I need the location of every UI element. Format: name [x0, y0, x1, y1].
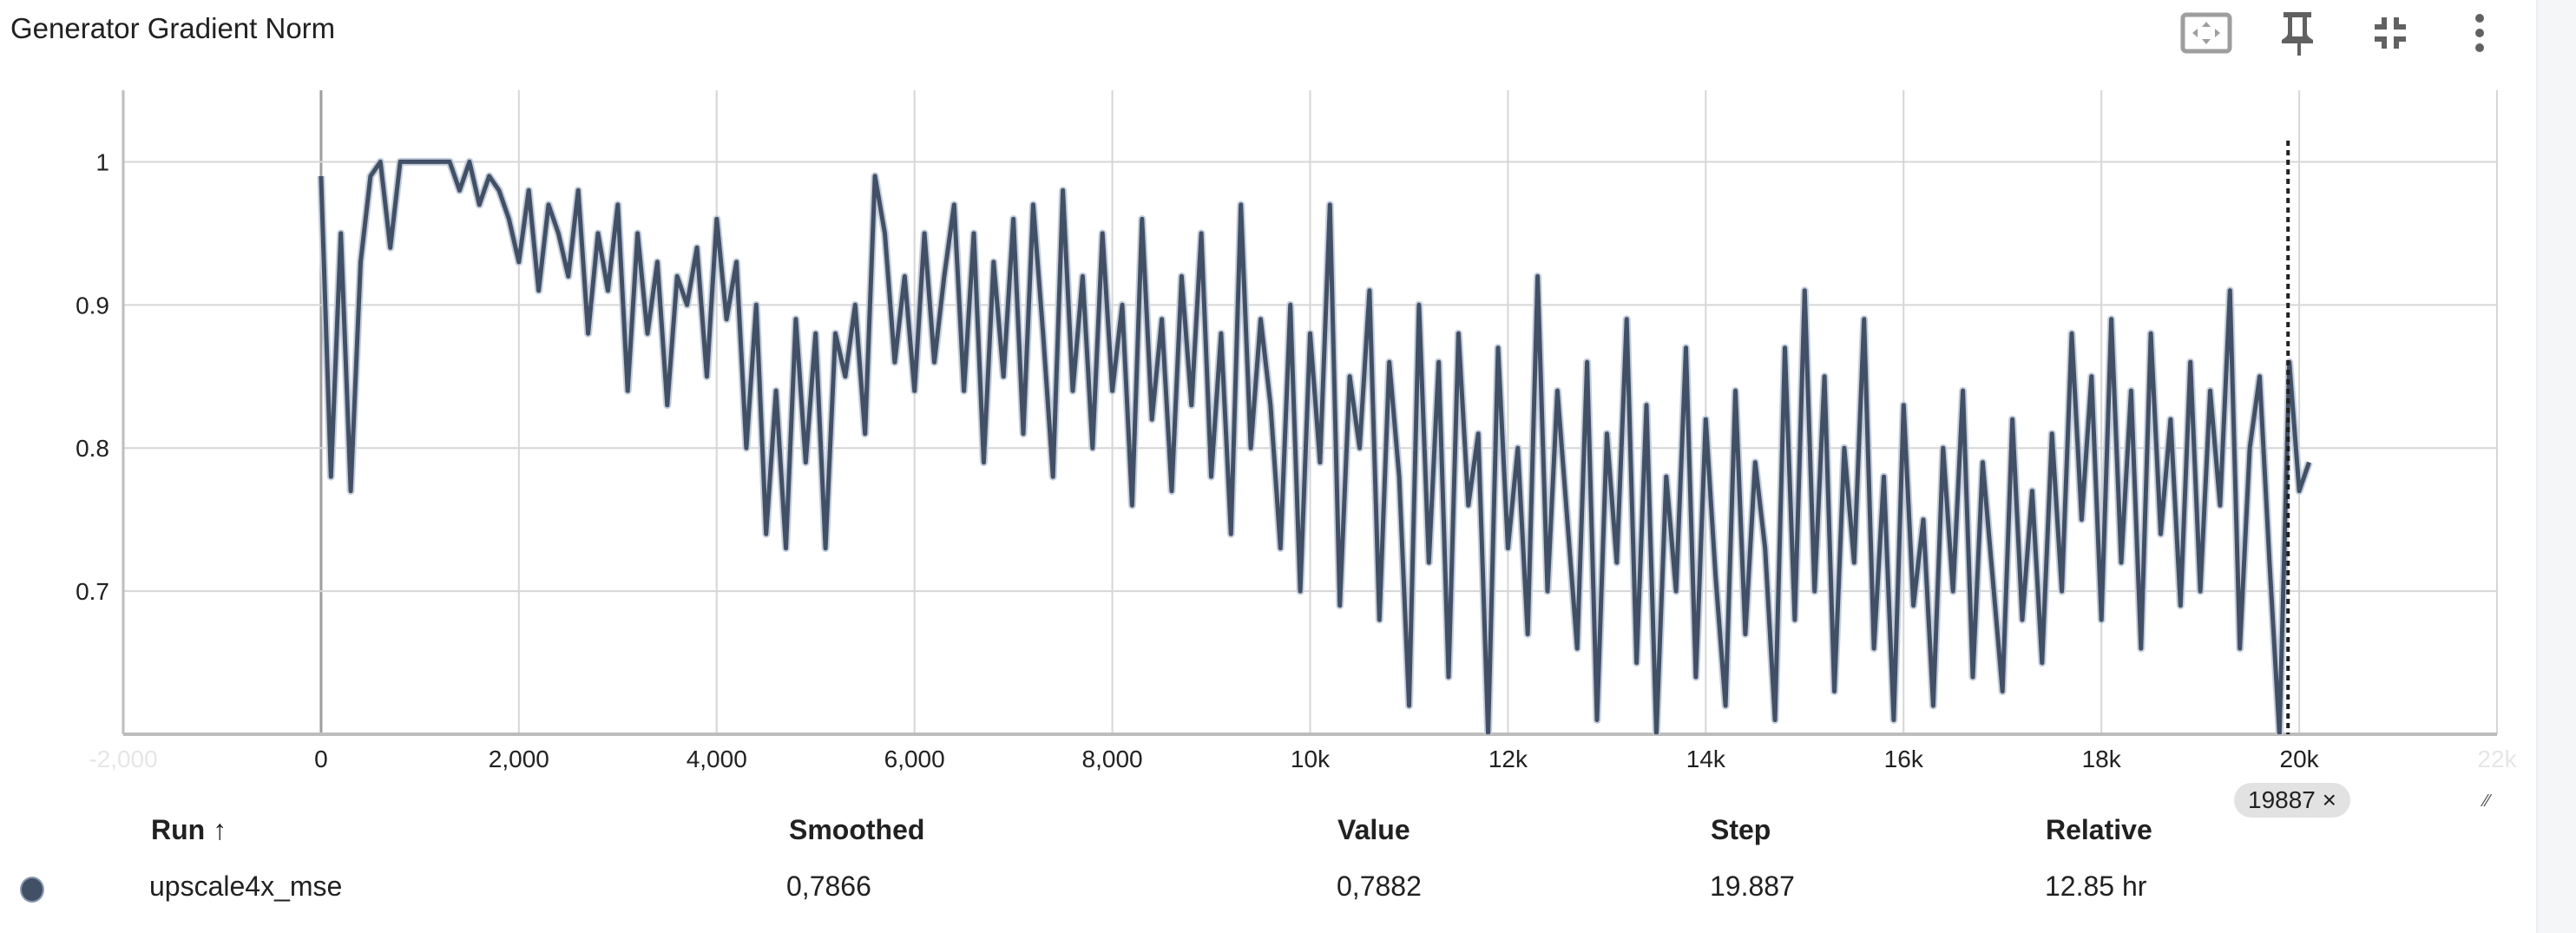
smoothed-value: 0,7866 [786, 871, 871, 902]
y-tick-label: 0.8 [76, 435, 109, 462]
y-tick-label: 0.7 [76, 578, 109, 605]
more-options-button[interactable] [2454, 10, 2506, 56]
fit-domain-button[interactable] [2180, 10, 2232, 56]
x-tick-label: 14k [1686, 746, 1726, 772]
right-sidebar [2536, 0, 2576, 933]
y-tick-label: 1 [95, 148, 109, 175]
y-tick-label: 0.9 [76, 292, 109, 319]
x-tick-label: 22k [2477, 746, 2517, 772]
step-value: 19.887 [1710, 871, 1795, 902]
column-header-smoothed[interactable]: Smoothed [789, 814, 925, 845]
x-tick-label: 6,000 [884, 746, 945, 772]
line-chart[interactable]: -2,000 0 2,000 4,000 6,000 8,000 10k 12k 14k 16k 1… [0, 0, 2534, 807]
pin-icon [2282, 12, 2313, 56]
raw-value: 0,7882 [1337, 871, 1422, 902]
collapse-button[interactable] [2364, 10, 2416, 56]
x-tick-label: 10k [1291, 746, 1331, 772]
column-header-run[interactable]: Run ↑ [151, 814, 227, 845]
x-tick-label: 16k [1884, 746, 1924, 772]
collapse-icon [2375, 17, 2406, 49]
x-tick-label: 20k [2280, 746, 2320, 772]
column-header-relative[interactable]: Relative [2046, 814, 2152, 845]
column-header-value[interactable]: Value [1337, 814, 1410, 845]
pin-button[interactable] [2271, 10, 2323, 56]
smoothed-series-line [319, 159, 2311, 734]
x-tick-label: -2,000 [89, 746, 157, 772]
x-tick-label: 0 [314, 746, 328, 772]
x-tick-label: 18k [2082, 746, 2122, 772]
relative-time: 12.85 hr [2045, 871, 2147, 902]
x-tick-label: 12k [1488, 746, 1528, 772]
run-name: upscale4x_mse [149, 871, 343, 902]
more-vert-icon [2475, 14, 2484, 52]
x-tick-label: 4,000 [687, 746, 747, 772]
hover-step-chip[interactable]: 19887 × [2234, 783, 2350, 818]
x-tick-label: 2,000 [489, 746, 549, 772]
fit-domain-icon [2180, 12, 2232, 54]
resize-handle-icon[interactable]: ⁄⁄ [2484, 792, 2490, 811]
chart-title: Generator Gradient Norm [10, 12, 336, 44]
x-tick-label: 8,000 [1082, 746, 1143, 772]
run-color-dot [20, 877, 44, 903]
column-header-step[interactable]: Step [1711, 814, 1771, 845]
